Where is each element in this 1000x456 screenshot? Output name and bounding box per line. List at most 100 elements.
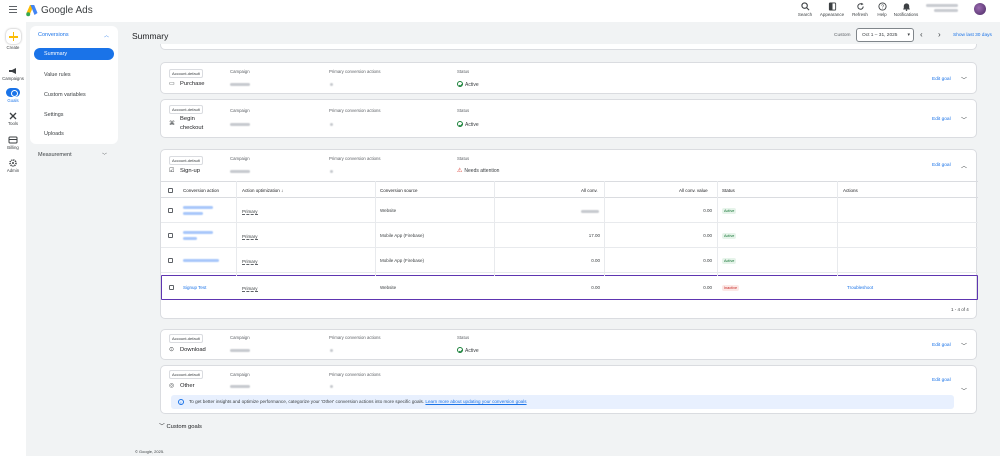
- date-custom-label: Custom: [834, 33, 851, 38]
- rail-campaigns[interactable]: Campaigns: [0, 67, 26, 81]
- conversion-source: Mobile App (Firebase): [380, 233, 425, 238]
- status-header: Status: [457, 108, 470, 113]
- campaign-header: Campaign: [230, 372, 250, 377]
- all-conv-value: 0.00: [703, 258, 712, 263]
- troubleshoot-link[interactable]: Troubleshoot: [847, 285, 874, 290]
- col-action-optimization[interactable]: Action optimization ↓: [242, 188, 283, 193]
- table-header: Conversion action Action optimization ↓ …: [161, 181, 978, 198]
- goal-name-line1: Begin: [180, 116, 195, 122]
- col-all-conv[interactable]: All conv.: [581, 188, 598, 193]
- conversion-source: Mobile App (Firebase): [380, 258, 425, 263]
- col-conversion-action[interactable]: Conversion action: [183, 188, 220, 193]
- blurred-primary-count: [330, 349, 333, 352]
- subnav-item-measurement[interactable]: Measurement: [38, 152, 72, 158]
- goal-name: Download: [180, 347, 206, 353]
- col-conversion-source[interactable]: Conversion source: [380, 188, 418, 193]
- row-checkbox[interactable]: [168, 208, 173, 213]
- chevron-down-icon[interactable]: ﹀: [961, 78, 968, 84]
- action-optimization[interactable]: Primary: [242, 209, 258, 215]
- action-optimization[interactable]: Primary: [242, 234, 258, 240]
- next-period-button[interactable]: ›: [938, 30, 941, 39]
- col-status[interactable]: Status: [722, 188, 735, 193]
- blurred-conversion-action-name[interactable]: [183, 206, 213, 209]
- help-button[interactable]: ? Help: [868, 2, 896, 17]
- blurred-conversion-action-name[interactable]: [183, 231, 213, 234]
- goal-status: Active: [457, 347, 479, 354]
- chevron-up-icon[interactable]: ︿: [104, 33, 110, 39]
- rail-goals[interactable]: Goals: [0, 88, 26, 103]
- account-info[interactable]: [926, 4, 958, 16]
- column-divider: [494, 181, 495, 276]
- refresh-button[interactable]: Refresh: [846, 2, 874, 17]
- row-checkbox[interactable]: [169, 285, 174, 290]
- plus-icon: [5, 29, 21, 44]
- row-checkbox[interactable]: [168, 233, 173, 238]
- action-optimization[interactable]: Primary: [242, 286, 258, 292]
- chevron-down-icon[interactable]: ﹀: [961, 118, 968, 124]
- edit-goal-link[interactable]: Edit goal: [932, 378, 951, 383]
- status-header: Status: [457, 335, 470, 340]
- gear-icon: [9, 159, 17, 167]
- action-optimization[interactable]: Primary: [242, 259, 258, 265]
- blurred-primary-count: [330, 385, 333, 388]
- download-icon: ⊙: [169, 347, 175, 353]
- edit-goal-link[interactable]: Edit goal: [932, 117, 951, 122]
- row-checkbox[interactable]: [168, 258, 173, 263]
- column-divider: [717, 181, 718, 276]
- conversion-action-link[interactable]: Signup Test: [183, 285, 207, 290]
- avatar[interactable]: [974, 3, 986, 15]
- appearance-icon: [828, 2, 836, 11]
- rail-goals-label: Goals: [7, 98, 19, 103]
- subnav-item-settings[interactable]: Settings: [44, 112, 64, 118]
- goal-status-text: Active: [465, 348, 479, 354]
- chevron-down-icon[interactable]: ﹀: [102, 153, 108, 159]
- sort-arrow-icon: ↓: [281, 188, 284, 193]
- chevron-down-icon[interactable]: ﹀: [961, 344, 968, 350]
- learn-more-link[interactable]: Learn more about updating your conversio…: [425, 399, 527, 404]
- search-button[interactable]: Search: [791, 2, 819, 17]
- edit-goal-link[interactable]: Edit goal: [932, 163, 951, 168]
- appearance-button[interactable]: Appearance: [818, 2, 846, 17]
- subnav-item-value-rules[interactable]: Value rules: [44, 72, 71, 78]
- blurred-account-id: [934, 9, 958, 12]
- notifications-button[interactable]: Notifications: [892, 2, 920, 17]
- subnav-group-conversions[interactable]: Conversions: [38, 32, 69, 38]
- blurred-campaign-count: [230, 349, 250, 352]
- rail-billing[interactable]: Billing: [0, 136, 26, 150]
- blurred-primary-count: [330, 83, 333, 86]
- rail-create[interactable]: Create: [0, 29, 26, 50]
- primary-actions-header: Primary conversion actions: [329, 372, 381, 377]
- account-default-tag: Account-default: [169, 105, 203, 114]
- rail-tools[interactable]: Tools: [0, 112, 26, 126]
- app-brand[interactable]: Google Ads: [41, 5, 93, 16]
- custom-goals-toggle[interactable]: ﹀ Custom goals: [159, 421, 202, 430]
- date-range-picker[interactable]: Oct 1 – 31, 2025 ▾: [856, 28, 914, 42]
- select-all-checkbox[interactable]: [168, 188, 173, 193]
- chevron-up-icon[interactable]: ︿: [961, 164, 968, 170]
- subnav-item-custom-variables[interactable]: Custom variables: [44, 92, 86, 98]
- goal-card-other: Account-default ◎ Other Campaign Primary…: [160, 365, 977, 414]
- goal-status: Active: [457, 81, 479, 88]
- chevron-down-icon[interactable]: ﹀: [961, 389, 968, 395]
- blurred-campaign-count: [230, 170, 250, 173]
- page-title: Summary: [132, 31, 169, 41]
- show-last-30-days-link[interactable]: Show last 30 days: [953, 33, 992, 38]
- col-all-conv-value[interactable]: All conv. value: [679, 188, 708, 193]
- menu-icon[interactable]: [9, 6, 17, 13]
- previous-period-button[interactable]: ‹: [920, 30, 923, 39]
- goal-card-download: Account-default ⊙ Download Campaign Prim…: [160, 329, 977, 360]
- subnav-item-summary[interactable]: Summary: [34, 48, 114, 60]
- edit-goal-link[interactable]: Edit goal: [932, 343, 951, 348]
- left-rail: Create Campaigns Goals Tools Billing Adm…: [0, 22, 26, 456]
- status-badge: Inactive: [722, 285, 740, 291]
- account-default-tag: Account-default: [169, 69, 203, 78]
- edit-goal-link[interactable]: Edit goal: [932, 77, 951, 82]
- goals-icon: [6, 88, 20, 97]
- rail-campaigns-label: Campaigns: [2, 76, 24, 81]
- checkout-icon: ⌘: [169, 121, 175, 127]
- megaphone-icon: [9, 68, 16, 74]
- rail-admin[interactable]: Admin: [0, 159, 26, 173]
- goal-status: ⚠ Needs attention: [457, 167, 499, 174]
- subnav-item-uploads[interactable]: Uploads: [44, 131, 64, 137]
- blurred-conversion-action-name[interactable]: [183, 259, 219, 262]
